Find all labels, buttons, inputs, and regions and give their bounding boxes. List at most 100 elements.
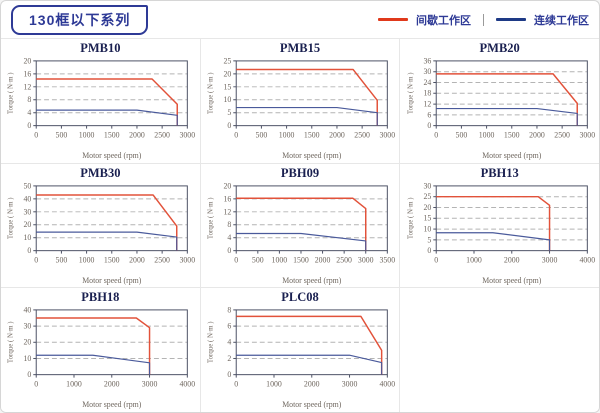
svg-text:40: 40: [24, 194, 32, 203]
svg-text:Motor speed (rpm): Motor speed (rpm): [83, 400, 143, 409]
header: 130框以下系列 间歇工作区 连续工作区: [1, 1, 599, 38]
svg-text:16: 16: [24, 69, 32, 78]
chart-canvas: 0 500 1000 1500 2000 2500 3000 3500 0 4 8 12 16 20 Mot…: [208, 181, 395, 285]
svg-text:Torque ( N·m ): Torque ( N·m ): [8, 72, 15, 114]
svg-text:2500: 2500: [354, 130, 370, 139]
chart-cell-pbh13: PBH13 0 1000 2000 3000 4000 0 5 10 15 20 25 30 Motor…: [400, 163, 599, 288]
svg-text:0: 0: [427, 121, 431, 130]
svg-text:2000: 2000: [304, 380, 320, 389]
svg-text:3000: 3000: [541, 255, 557, 264]
svg-text:1000: 1000: [478, 130, 494, 139]
svg-text:18: 18: [423, 89, 431, 98]
svg-text:2500: 2500: [554, 130, 570, 139]
svg-text:3000: 3000: [180, 130, 196, 139]
svg-text:1000: 1000: [279, 130, 295, 139]
svg-text:2000: 2000: [329, 130, 345, 139]
charts-grid: PMB10 0 500 1000 1500 2000 2500 3000 0 4 8 12 16 20 M…: [1, 38, 599, 412]
svg-text:Motor speed (rpm): Motor speed (rpm): [482, 151, 542, 160]
svg-text:1000: 1000: [466, 255, 482, 264]
svg-text:20: 20: [24, 220, 32, 229]
svg-text:3000: 3000: [358, 255, 374, 264]
svg-text:3500: 3500: [379, 255, 395, 264]
legend-continuous-label: 连续工作区: [534, 14, 589, 27]
svg-text:Torque ( N·m ): Torque ( N·m ): [407, 197, 414, 239]
svg-text:Torque ( N·m ): Torque ( N·m ): [208, 322, 215, 364]
svg-text:20: 20: [223, 69, 231, 78]
svg-text:12: 12: [423, 100, 431, 109]
svg-text:24: 24: [423, 78, 431, 87]
svg-text:Torque ( N·m ): Torque ( N·m ): [8, 197, 15, 239]
chart-cell-pbh09: PBH09 0 500 1000 1500 2000 2500 3000 3500 0 4 8 12 1…: [200, 163, 400, 288]
series-title-badge: 130框以下系列: [11, 4, 149, 35]
svg-text:0: 0: [234, 255, 238, 264]
svg-text:0: 0: [234, 130, 238, 139]
svg-text:0: 0: [35, 130, 39, 139]
chart-cell-plc08: PLC08 0 1000 2000 3000 4000 0 2 4 6 8 Motor speed …: [200, 288, 400, 412]
svg-text:1000: 1000: [67, 380, 83, 389]
svg-text:30: 30: [423, 181, 431, 190]
chart-canvas: 0 500 1000 1500 2000 2500 3000 0 4 8 12 16 20 Motor s…: [8, 56, 196, 160]
svg-text:1500: 1500: [504, 130, 520, 139]
svg-text:15: 15: [423, 213, 431, 222]
svg-text:0: 0: [434, 130, 438, 139]
empty-cell: [400, 288, 599, 412]
svg-text:2500: 2500: [155, 130, 171, 139]
svg-text:20: 20: [24, 56, 32, 65]
svg-text:0: 0: [28, 370, 32, 379]
svg-text:2000: 2000: [504, 255, 520, 264]
svg-text:25: 25: [423, 192, 431, 201]
svg-text:0: 0: [28, 246, 32, 255]
svg-text:40: 40: [24, 306, 32, 315]
svg-text:30: 30: [423, 67, 431, 76]
svg-text:0: 0: [227, 370, 231, 379]
svg-text:2000: 2000: [104, 380, 120, 389]
svg-text:1500: 1500: [293, 255, 309, 264]
svg-text:1500: 1500: [304, 130, 320, 139]
chart-title: PMB20: [479, 41, 520, 55]
svg-text:Motor speed (rpm): Motor speed (rpm): [83, 151, 143, 160]
svg-text:30: 30: [24, 207, 32, 216]
svg-text:0: 0: [427, 246, 431, 255]
legend-continuous-swatch: [496, 18, 526, 21]
svg-text:5: 5: [427, 235, 431, 244]
svg-text:15: 15: [223, 82, 231, 91]
svg-text:0: 0: [35, 380, 39, 389]
chart-title: PBH09: [280, 165, 320, 180]
svg-text:Torque ( N·m ): Torque ( N·m ): [407, 72, 414, 114]
chart-canvas: 0 500 1000 1500 2000 2500 3000 0 10 20 30 40 50 Motor…: [8, 181, 195, 285]
svg-text:3000: 3000: [579, 130, 595, 139]
svg-text:8: 8: [227, 306, 231, 315]
svg-text:8: 8: [28, 95, 32, 104]
svg-text:500: 500: [252, 255, 264, 264]
svg-text:36: 36: [423, 56, 431, 65]
svg-text:8: 8: [227, 220, 231, 229]
svg-text:20: 20: [423, 203, 431, 212]
svg-text:Torque ( N·m ): Torque ( N·m ): [208, 72, 215, 114]
svg-text:0: 0: [227, 246, 231, 255]
legend-intermittent-swatch: [378, 18, 408, 21]
svg-text:10: 10: [24, 354, 32, 363]
chart-title: PLC08: [281, 290, 319, 305]
svg-text:2000: 2000: [129, 130, 145, 139]
svg-text:500: 500: [256, 130, 268, 139]
svg-text:Motor speed (rpm): Motor speed (rpm): [482, 276, 542, 285]
svg-text:Motor speed (rpm): Motor speed (rpm): [282, 151, 342, 160]
chart-title: PBH13: [480, 165, 519, 180]
svg-text:4: 4: [227, 233, 231, 242]
svg-text:Motor speed (rpm): Motor speed (rpm): [282, 400, 342, 409]
svg-text:2500: 2500: [155, 255, 171, 264]
svg-text:4000: 4000: [379, 380, 395, 389]
svg-text:Motor speed (rpm): Motor speed (rpm): [83, 276, 143, 285]
chart-canvas: 0 500 1000 1500 2000 2500 3000 0 612 18 24 30 36 Moto…: [407, 56, 595, 160]
svg-text:10: 10: [24, 233, 32, 242]
svg-text:1000: 1000: [272, 255, 288, 264]
chart-title: PBH18: [81, 290, 120, 305]
svg-text:2000: 2000: [129, 255, 145, 264]
chart-title: PMB15: [279, 41, 321, 55]
chart-cell-pmb20: PMB20 0 500 1000 1500 2000 2500 3000 0 6 12 18 24 30…: [400, 39, 599, 163]
chart-canvas: 0 500 1000 1500 2000 2500 3000 0 5 10 15 20 25 Motor …: [208, 56, 395, 160]
svg-text:3000: 3000: [342, 380, 358, 389]
svg-text:2000: 2000: [315, 255, 331, 264]
